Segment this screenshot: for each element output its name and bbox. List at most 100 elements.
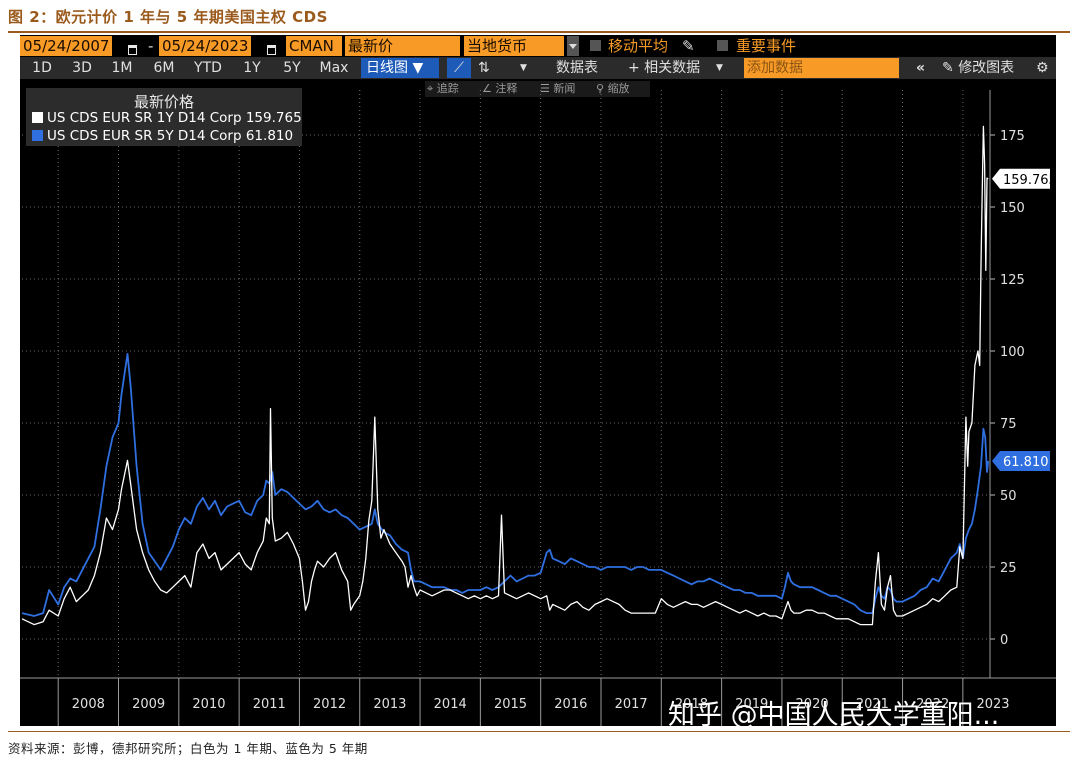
events-checkbox[interactable] [717,36,728,56]
start-calendar-icon[interactable] [128,40,137,60]
moving-avg-checkbox[interactable] [590,36,601,56]
y-tick-label: 75 [1000,417,1017,432]
related-data-dropdown-icon[interactable]: ▼ [716,63,723,73]
add-data-input[interactable]: 添加数据 [744,58,899,78]
x-tick-label: 2020 [796,697,829,712]
y-tick-label: 50 [1000,489,1017,504]
tag-shape [992,168,1050,189]
y-tick-label: 125 [1000,273,1025,288]
edit-chart-label: 修改图表 [958,60,1015,76]
series-line-1y [21,125,989,626]
price-field-select[interactable]: 最新价 [345,36,460,56]
legend-label-5y: US CDS EUR SR 5Y D14 Corp [47,128,242,144]
series-layer [21,125,990,626]
settings-gear-icon[interactable]: ⚙ [1036,60,1049,76]
edit-pencil-icon: ✎ [942,60,954,76]
last-value-tag-1y: 159.765 [992,168,1056,189]
price-field-value: 最新价 [348,37,394,55]
period-max[interactable]: Max [319,60,349,76]
related-data-button[interactable]: + 相关数据 [628,60,701,76]
x-tick-label: 2015 [494,697,527,712]
ticker-field[interactable]: CMAN [286,36,342,56]
chart-type-label: 日线图 [366,60,408,76]
x-tick-label: 2010 [192,697,225,712]
legend-swatch-1y [32,112,43,123]
edit-chart-button[interactable]: ✎ 修改图表 [942,58,1014,78]
y-tick-label: 100 [1000,345,1025,360]
legend-swatch-5y [32,130,43,141]
period-1m[interactable]: 1M [111,60,133,76]
end-date-field[interactable]: 05/24/2023 [159,36,252,56]
chart-tools-strip [425,81,650,97]
bloomberg-chart-panel: 05/24/2007 - 05/24/2023 CMAN 最新价 当地货币 移动… [20,35,1056,726]
tag-value: 159.765 [1003,173,1056,188]
x-tick-label: 2013 [373,697,406,712]
chart-type-dropdown-icon: ▼ [412,60,424,76]
annotate-tool[interactable]: ∠ 注释 [482,81,517,97]
tag-value: 61.810 [1003,455,1049,470]
y-tick-label: 150 [1000,201,1025,216]
x-tick-label: 2016 [554,697,587,712]
annotate-label: 注释 [495,82,518,95]
legend-title: 最新价格 [133,93,194,111]
options-dropdown-icon[interactable]: ▼ [520,63,527,73]
legend-item-5y: US CDS EUR SR 5Y D14 Corp 61.810 [32,128,293,144]
currency-dropdown-icon[interactable] [567,36,579,56]
series-line-5y [21,353,990,617]
zoom-tool[interactable]: ⚲ 缩放 [596,81,630,97]
period-ytd[interactable]: YTD [194,60,222,76]
x-tick-label: 2011 [253,697,286,712]
x-tick-label: 2012 [313,697,346,712]
date-separator: - [148,37,154,55]
zoom-label: 缩放 [607,82,630,95]
crosshair-icon: ⌖ [427,82,434,95]
pencil-icon[interactable]: ✎ [682,37,695,55]
last-value-tag-5y: 61.810 [992,451,1050,472]
news-icon: ☰ [540,82,550,95]
currency-select[interactable]: 当地货币 [464,36,564,56]
line-chart-icon[interactable]: ⟋ [447,58,471,78]
end-calendar-icon[interactable] [267,40,276,60]
figure-title: 图 2：欧元计价 1 年与 5 年期美国主权 CDS [8,8,328,26]
track-tool[interactable]: ⌖ 追踪 [427,81,459,97]
ticker-value: CMAN [289,37,334,55]
data-table-button[interactable]: 数据表 [556,60,598,76]
title-rule [8,31,1070,33]
events-label: 重要事件 [736,37,797,55]
period-1y[interactable]: 1Y [243,60,261,76]
chart-legend: 最新价格 US CDS EUR SR 1Y D14 Corp 159.765 U… [26,88,302,146]
x-axis: 2008 2009 2010 2011 2012 2013 2014 2015 2016 2017… [20,677,1056,726]
collapse-icon[interactable]: « [916,60,926,76]
news-tool[interactable]: ☰ 新闻 [540,81,575,97]
y-tick-label: 0 [1000,633,1008,648]
x-tick-label: 2018 [675,697,708,712]
x-tick-label: 2023 [976,697,1009,712]
y-axis: 0 25 50 75 100 125 150 175 [989,90,1025,678]
x-tick-label: 2019 [735,697,768,712]
legend-label-1y: US CDS EUR SR 1Y D14 Corp [47,110,242,126]
legend-value-5y: 61.810 [245,128,294,144]
bottom-rule [8,731,1070,732]
period-1d[interactable]: 1D [32,60,52,76]
x-tick-label: 2017 [615,697,648,712]
news-label: 新闻 [553,82,576,95]
x-tick-label: 2008 [72,697,105,712]
period-5y[interactable]: 5Y [283,60,301,76]
tag-shape [992,451,1050,472]
x-tick-label: 2022 [916,697,949,712]
chart-type-select[interactable]: 日线图 ▼ [361,58,439,78]
track-label: 追踪 [436,82,459,95]
source-note: 资料来源：彭博，德邦研究所；白色为 1 年期、蓝色为 5 年期 [8,741,368,756]
y-tick-label: 175 [1000,129,1025,144]
start-date-field[interactable]: 05/24/2007 [20,36,113,56]
add-data-placeholder: 添加数据 [747,60,803,76]
period-3d[interactable]: 3D [72,60,92,76]
y-tick-label: 25 [1000,561,1017,576]
x-tick-label: 2009 [132,697,165,712]
watermark: 知乎 @中国人民大学重阳... [668,700,1000,726]
legend-item-1y: US CDS EUR SR 1Y D14 Corp 159.765 [32,110,302,126]
period-6m[interactable]: 6M [153,60,175,76]
sort-icon[interactable]: ⇅ [478,60,490,76]
x-axis-band [20,678,1056,726]
start-date-value: 05/24/2007 [23,37,110,55]
